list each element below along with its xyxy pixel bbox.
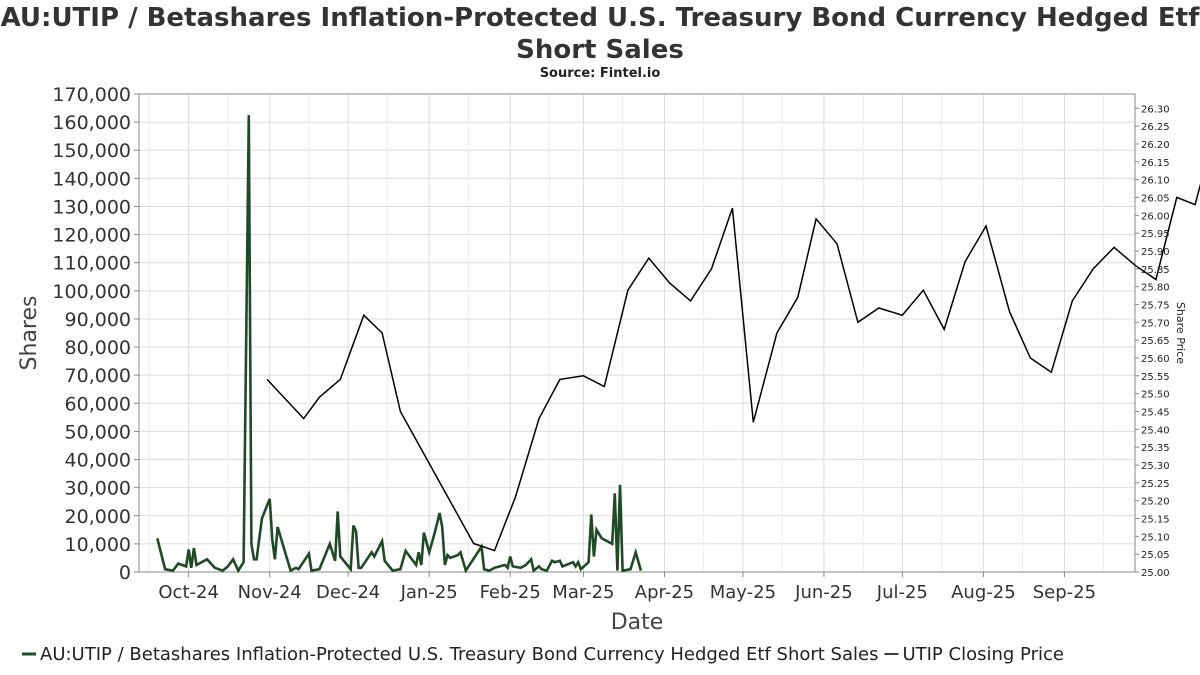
chart-subtitle: Source: Fintel.io xyxy=(539,66,661,81)
y2-tick-label: 25.65 xyxy=(1141,336,1170,347)
y2-tick-label: 25.30 xyxy=(1141,461,1170,472)
series-layer xyxy=(156,115,1200,574)
x-tick-label: Jan-25 xyxy=(400,582,458,603)
label-layer: 0 10,000 20,000 30,000 40,000 50,000 60,000 70,… xyxy=(17,84,1187,635)
x-tick-label: Jul-25 xyxy=(876,582,928,603)
y2-tick-label: 25.95 xyxy=(1141,229,1170,240)
y2-tick-label: 25.40 xyxy=(1141,425,1170,436)
y2-tick-label: 26.30 xyxy=(1141,104,1170,115)
y-tick-label: 40,000 xyxy=(65,450,131,472)
y-tick-label: 0 xyxy=(119,562,131,584)
y-tick-label: 70,000 xyxy=(65,365,131,387)
y-tick-label: 90,000 xyxy=(65,309,131,331)
x-tick-label: Oct-24 xyxy=(158,582,219,603)
y2-tick-label: 26.15 xyxy=(1141,158,1170,169)
x-tick-label: Feb-25 xyxy=(480,582,541,603)
y-tick-label: 160,000 xyxy=(52,112,131,134)
y2-tick-label: 25.15 xyxy=(1141,514,1170,525)
y2-tick-label: 25.75 xyxy=(1141,300,1170,311)
chart-title-line2: Short Sales xyxy=(516,35,684,65)
y2-tick-label: 26.05 xyxy=(1141,193,1170,204)
y2-tick-label: 25.70 xyxy=(1141,318,1170,329)
y2-tick-label: 25.05 xyxy=(1141,550,1170,561)
x-tick-label: Dec-24 xyxy=(316,582,380,603)
legend-layer: AU:UTIP / Betashares Inflation-Protected… xyxy=(22,644,1064,665)
y-tick-label: 150,000 xyxy=(52,140,131,162)
y-tick-label: 110,000 xyxy=(52,253,131,275)
x-axis-label: Date xyxy=(611,610,664,635)
y2-tick-label: 26.00 xyxy=(1141,211,1170,222)
x-tick-label: Aug-25 xyxy=(951,582,1016,603)
grid-layer xyxy=(139,93,1135,573)
y-tick-label: 170,000 xyxy=(52,84,131,106)
legend-label-closing-price: UTIP Closing Price xyxy=(902,644,1063,665)
y-axis-label: Shares xyxy=(17,296,42,371)
closing-price-line xyxy=(266,183,1200,552)
y-tick-label: 80,000 xyxy=(65,337,131,359)
y-tick-label: 100,000 xyxy=(52,281,131,303)
x-tick-label: Apr-25 xyxy=(635,582,694,603)
y2-tick-label: 26.25 xyxy=(1141,122,1170,133)
chart-title-line1: AU:UTIP / Betashares Inflation-Protected… xyxy=(0,3,1200,33)
y2-tick-label: 25.50 xyxy=(1141,390,1170,401)
y2-axis-label: Share Price xyxy=(1174,302,1187,364)
y2-tick-label: 25.20 xyxy=(1141,497,1170,508)
y2-tick-label: 25.00 xyxy=(1141,568,1170,579)
y-tick-label: 10,000 xyxy=(65,534,131,556)
y-tick-label: 120,000 xyxy=(52,225,131,247)
plot-area xyxy=(139,94,1135,572)
y2-tick-label: 25.80 xyxy=(1141,283,1170,294)
y-tick-label: 140,000 xyxy=(52,168,131,190)
y-tick-label: 130,000 xyxy=(52,196,131,218)
y2-tick-label: 26.10 xyxy=(1141,176,1170,187)
plot-border xyxy=(138,93,1136,573)
y2-tick-label: 25.55 xyxy=(1141,372,1170,383)
y-tick-label: 30,000 xyxy=(65,478,131,500)
y2-tick-label: 25.45 xyxy=(1141,407,1170,418)
x-tick-label: Jun-25 xyxy=(794,582,853,603)
y2-tick-label: 25.85 xyxy=(1141,265,1170,276)
x-tick-label: Sep-25 xyxy=(1033,582,1096,603)
y2-tick-label: 26.20 xyxy=(1141,140,1170,151)
legend-label-short-sales: AU:UTIP / Betashares Inflation-Protected… xyxy=(40,644,878,665)
y-tick-label: 50,000 xyxy=(65,421,131,443)
y2-tick-label: 25.25 xyxy=(1141,479,1170,490)
y2-tick-label: 25.35 xyxy=(1141,443,1170,454)
y-tick-label: 20,000 xyxy=(65,506,131,528)
y2-tick-label: 25.90 xyxy=(1141,247,1170,258)
y2-tick-label: 25.60 xyxy=(1141,354,1170,365)
y2-tick-label: 25.10 xyxy=(1141,532,1170,543)
x-tick-label: Mar-25 xyxy=(552,582,614,603)
x-tick-label: Nov-24 xyxy=(238,582,302,603)
short-sales-line xyxy=(156,115,643,574)
x-tick-label: May-25 xyxy=(710,582,776,603)
y-tick-label: 60,000 xyxy=(65,393,131,415)
axis-layer xyxy=(134,93,1139,577)
